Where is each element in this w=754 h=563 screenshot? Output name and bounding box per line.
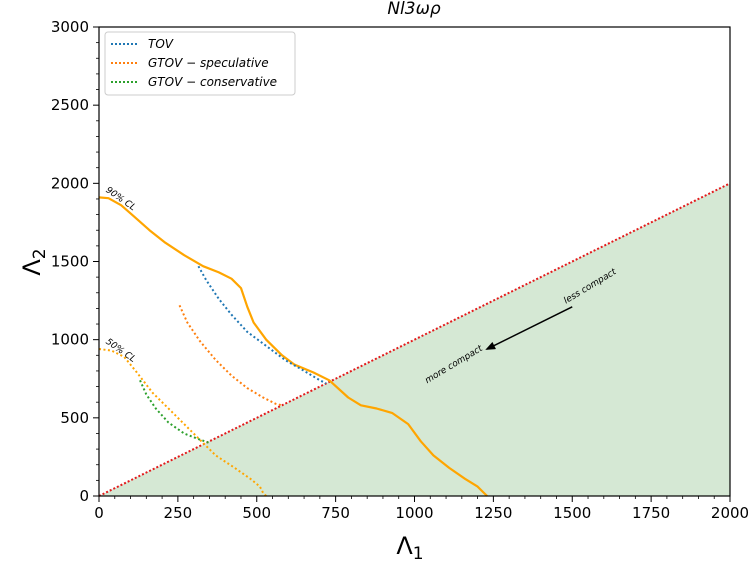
x-tick-label: 1500 [553, 504, 591, 522]
x-tick-label: 2000 [711, 504, 749, 522]
series-tov [197, 265, 327, 385]
y-axis-label-subscript: 2 [30, 248, 50, 259]
x-tick-label: 1000 [395, 504, 433, 522]
x-axis-label: Λ1 [396, 532, 423, 563]
legend-box [104, 31, 296, 96]
x-tick-label: 750 [321, 504, 350, 522]
y-tick-label: 0 [79, 487, 89, 505]
y-tick-label: 1000 [51, 331, 89, 349]
y-axis: 0 500 1000 1500 2000 2500 3000 [51, 18, 99, 505]
x-tick-label: 1250 [474, 504, 512, 522]
y-axis-label: Λ2 [18, 248, 50, 275]
plot-area [98, 182, 731, 497]
y-tick-label: 2000 [51, 174, 89, 192]
x-axis: 0 250 500 750 1000 1250 1500 1750 2000 [94, 496, 749, 522]
x-tick-label: 250 [164, 504, 193, 522]
y-tick-label: 500 [60, 409, 89, 427]
x-tick-label: 0 [94, 504, 104, 522]
x-axis-label-subscript: 1 [413, 544, 424, 563]
y-axis-label-text: Λ [18, 259, 46, 276]
y-tick-label: 3000 [51, 18, 89, 36]
legend: TOV GTOV − speculative GTOV − conservati… [104, 31, 296, 96]
series-gtov-speculative [178, 304, 283, 407]
contour-90cl [98, 196, 488, 497]
x-tick-label: 1750 [632, 504, 670, 522]
legend-label-gtov-conservative: GTOV − conservative [148, 75, 277, 89]
compactness-arrow [485, 306, 573, 350]
y-tick-label: 1500 [51, 253, 89, 271]
legend-label-gtov-speculative: GTOV − speculative [148, 56, 269, 70]
chart-title: Nl3ωρ [387, 0, 440, 19]
x-axis-label-text: Λ [396, 532, 413, 560]
x-tick-label: 500 [242, 504, 271, 522]
y-tick-label: 2500 [51, 96, 89, 114]
legend-label-tov: TOV [148, 37, 174, 51]
series-gtov-conservative [139, 379, 210, 444]
